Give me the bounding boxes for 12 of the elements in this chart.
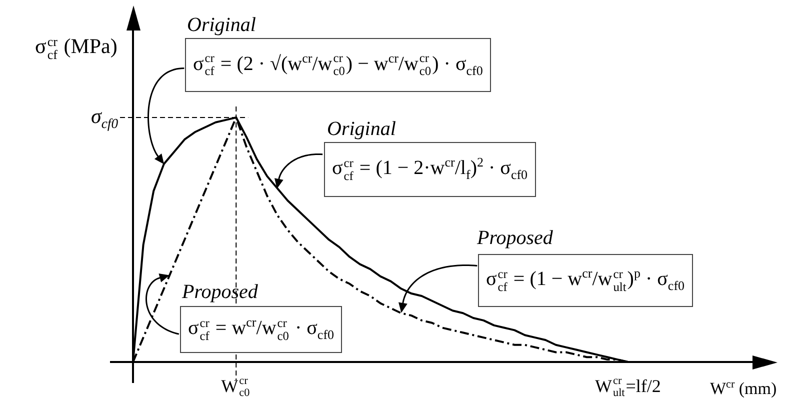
text: Original (187, 14, 256, 36)
y-axis-title: σ$_{cf}$$^{cr}$ (MPa) (35, 34, 118, 62)
x-tick-label: W$_{ult}$$^{cr}$=lf/2 (595, 375, 661, 400)
annotation: Proposed (182, 281, 258, 303)
text: σ$_{cf}$$^{cr}$ = (1 − w$^{cr}$/w$_{ult}$$^{cr}$)$^{p}$ · σ$_{cf0}$ (486, 266, 685, 294)
annotation: Original (327, 118, 396, 140)
text: σ$_{cf}$$^{cr}$ = (2 · √(w$^{cr}$/w$_{c0}$$^{cr}$) − w$^{cr}$/w$_{c0}$$^{cr}$) · σ$_{cf0}$ (193, 50, 483, 78)
annotation: Proposed (477, 227, 553, 249)
x-axis-title: W$^{cr}$ (mm) (710, 378, 777, 398)
ref-line-label: σ$_{cf0}$ (91, 104, 118, 132)
text: σ$_{cf}$$^{cr}$ = w$^{cr}$/w$_{c0}$$^{cr}$ · σ$_{cf0}$ (188, 314, 334, 343)
text: σ$_{cf}$$^{cr}$ = (1 − 2·w$^{cr}$/l$_{f}$)$^{2}$ · σ$_{cf0}$ (332, 154, 528, 183)
